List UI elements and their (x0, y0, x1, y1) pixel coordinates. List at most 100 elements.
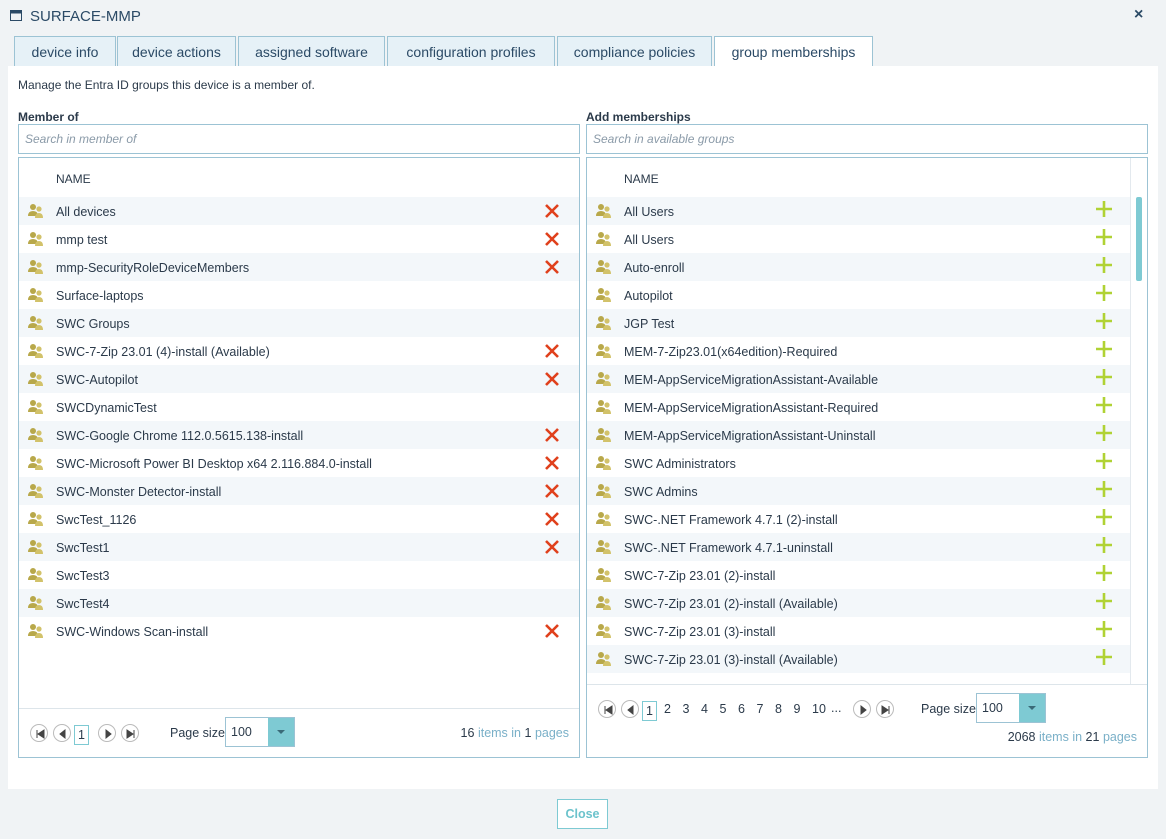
group-icon-glyph (28, 400, 43, 414)
add-button-glyph (1096, 537, 1112, 553)
group-icon (595, 453, 613, 481)
page-number[interactable]: 3 (682, 702, 690, 716)
pager-button[interactable] (30, 724, 48, 745)
remove-button[interactable] (544, 369, 560, 397)
add-button[interactable] (1095, 508, 1113, 536)
remove-button-glyph (545, 260, 559, 274)
group-icon (595, 229, 613, 257)
add-button-glyph (1096, 341, 1112, 357)
row: SWC-7-Zip 23.01 (2)-install (Available) (587, 589, 1130, 617)
add-button[interactable] (1095, 340, 1113, 368)
page-size-select[interactable]: 100 (976, 693, 1046, 723)
page-number[interactable]: 1 (74, 725, 89, 745)
remove-button[interactable] (544, 341, 560, 369)
remove-button[interactable] (544, 621, 560, 649)
group-icon (27, 509, 45, 537)
add-button[interactable] (1095, 200, 1113, 228)
pager-button[interactable] (121, 724, 139, 745)
content-panel: Manage the Entra ID groups this device i… (8, 66, 1158, 789)
add-button[interactable] (1095, 536, 1113, 564)
row: JGP Test (587, 309, 1130, 337)
add-button[interactable] (1095, 564, 1113, 592)
group-icon (27, 481, 45, 509)
add-button[interactable] (1095, 228, 1113, 256)
remove-button-glyph (545, 204, 559, 218)
remove-button[interactable] (544, 425, 560, 453)
page-number[interactable]: 5 (719, 702, 727, 716)
page-number[interactable]: 4 (701, 702, 708, 716)
close-button[interactable]: Close (557, 799, 608, 829)
page-number[interactable]: 10 (812, 702, 826, 716)
row: Auto-enroll (587, 253, 1130, 281)
group-icon-glyph (596, 624, 611, 638)
scroll-thumb (1136, 197, 1142, 281)
add-memberships: Add memberships Search in available group… (586, 106, 1148, 758)
group-name: Surface-laptops (56, 289, 144, 303)
group-name: SWC-7-Zip 23.01 (4)-install (Available) (56, 345, 270, 359)
add-button[interactable] (1095, 480, 1113, 508)
row: All Users (587, 225, 1130, 253)
pager-button[interactable] (621, 700, 639, 721)
add-button[interactable] (1095, 368, 1113, 396)
add-button[interactable] (1095, 620, 1113, 648)
tab[interactable]: device info (14, 36, 116, 66)
close-x[interactable]: × (1134, 6, 1144, 23)
pager-button-glyph (121, 724, 139, 742)
remove-button[interactable] (544, 481, 560, 509)
tab[interactable]: compliance policies (557, 36, 712, 66)
add-button[interactable] (1095, 648, 1113, 676)
tab[interactable]: configuration profiles (387, 36, 555, 66)
group-icon (595, 425, 613, 453)
add-button[interactable] (1095, 452, 1113, 480)
remove-button[interactable] (544, 537, 560, 565)
pager-button[interactable] (876, 700, 894, 721)
add-button[interactable] (1095, 312, 1113, 340)
search-box[interactable]: Search in member of (18, 124, 580, 154)
pager-button[interactable] (598, 700, 616, 721)
group-name: SWCDynamicTest (56, 401, 157, 415)
items-text: items in (477, 726, 522, 740)
page-number[interactable]: 6 (738, 702, 745, 716)
tab[interactable]: group memberships (714, 36, 873, 66)
remove-button[interactable] (544, 509, 560, 537)
remove-button[interactable] (544, 229, 560, 257)
add-button[interactable] (1095, 396, 1113, 424)
add-button[interactable] (1095, 284, 1113, 312)
search-box[interactable]: Search in available groups (586, 124, 1148, 154)
add-button[interactable] (1095, 424, 1113, 452)
group-icon-glyph (28, 624, 43, 638)
row: SwcTest4 (19, 589, 579, 617)
page-number[interactable]: 2 (664, 702, 671, 716)
group-name: SWC-Google Chrome 112.0.5615.138-install (56, 429, 304, 443)
page-size-label: Page size: (921, 702, 980, 716)
tab[interactable]: device actions (117, 36, 236, 66)
dropdown-arrow[interactable] (1019, 694, 1045, 722)
add-button-glyph (1096, 285, 1112, 301)
page-number[interactable]: 1 (642, 701, 657, 721)
pager-button[interactable] (98, 724, 116, 745)
pager-button-glyph (598, 700, 616, 718)
row: All Users (587, 197, 1130, 225)
remove-button[interactable] (544, 257, 560, 285)
row: SwcTest_1126 (19, 505, 579, 533)
page-size-select[interactable]: 100 (225, 717, 295, 747)
remove-button[interactable] (544, 201, 560, 229)
add-button[interactable] (1095, 256, 1113, 284)
row: SWC-.NET Framework 4.7.1 (2)-install (587, 505, 1130, 533)
remove-button-glyph (545, 456, 559, 470)
remove-button[interactable] (544, 453, 560, 481)
group-name: SWC-Monster Detector-install (56, 485, 222, 499)
group-icon-glyph (596, 428, 611, 442)
group-name: Autopilot (624, 289, 673, 303)
page-number[interactable]: 7 (756, 702, 764, 716)
tab[interactable]: assigned software (238, 36, 385, 66)
page-number[interactable]: 8 (775, 702, 782, 716)
pager-button[interactable] (53, 724, 71, 745)
page-size-value: 100 (231, 725, 252, 739)
dropdown-arrow[interactable] (268, 718, 294, 746)
pager-button[interactable] (853, 700, 871, 721)
add-button[interactable] (1095, 592, 1113, 620)
group-icon-glyph (596, 484, 611, 498)
group-name: SWC-Autopilot (56, 373, 138, 387)
page-number[interactable]: 9 (793, 702, 801, 716)
